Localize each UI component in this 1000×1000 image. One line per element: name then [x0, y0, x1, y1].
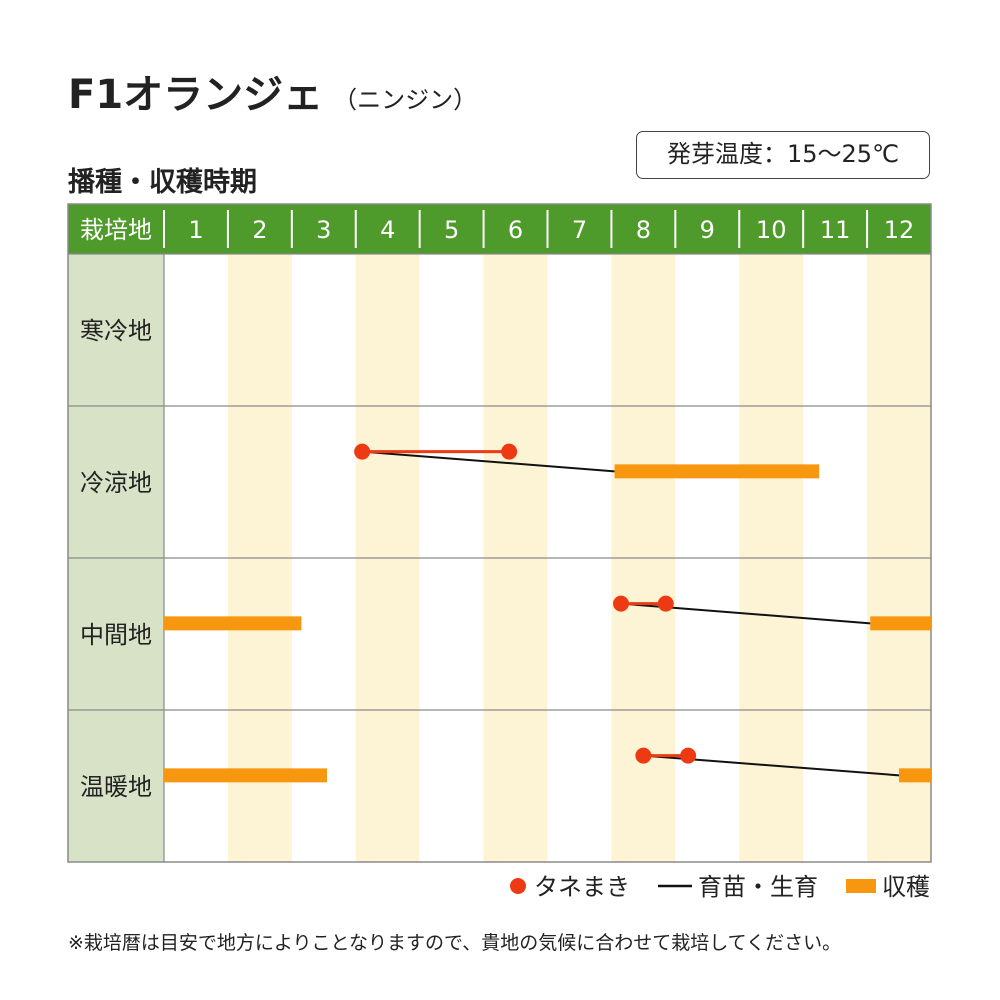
month-label: 6 — [508, 216, 523, 244]
month-label: 2 — [252, 216, 267, 244]
page-title: F1オランジェ （ニンジン） — [68, 62, 477, 120]
sowing-dot — [354, 443, 371, 460]
sowing-dot — [657, 595, 674, 612]
region-label: 寒冷地 — [80, 317, 152, 345]
sowing-dot — [635, 747, 652, 764]
region-label: 中間地 — [80, 621, 152, 649]
legend-seedling-label: 育苗・生育 — [698, 873, 818, 901]
month-label: 3 — [316, 216, 331, 244]
month-label: 12 — [884, 216, 915, 244]
sowing-dot — [613, 595, 630, 612]
month-label: 8 — [636, 216, 651, 244]
month-label: 10 — [756, 216, 787, 244]
germination-temp-badge: 発芽温度：15〜25℃ — [636, 131, 930, 179]
chart-border — [67, 203, 932, 863]
month-label: 5 — [444, 216, 459, 244]
month-label: 11 — [820, 216, 851, 244]
header-row — [68, 204, 931, 254]
footnote: ※栽培暦は目安で地方によりことなりますので、貴地の気候に合わせて栽培してください… — [68, 932, 842, 954]
month-label: 9 — [700, 216, 715, 244]
seedling-line — [362, 450, 615, 473]
harvest-bar — [870, 616, 931, 631]
month-label: 7 — [572, 216, 587, 244]
legend-harvest-bar — [846, 879, 876, 893]
legend-harvest-label: 収穫 — [882, 873, 930, 901]
sowing-dot — [680, 747, 697, 764]
month-label: 1 — [188, 216, 203, 244]
legend-sowing-dot — [510, 878, 526, 894]
region-label: 冷涼地 — [80, 469, 152, 497]
month-label: 4 — [380, 216, 395, 244]
region-label: 温暖地 — [80, 773, 152, 801]
section-title: 播種・収穫時期 — [68, 167, 257, 198]
harvest-bar — [899, 768, 931, 783]
harvest-bar — [164, 768, 327, 783]
legend-sowing-label: タネまき — [534, 873, 630, 901]
product-subtitle: （ニンジン） — [333, 86, 478, 114]
harvest-bar — [164, 616, 302, 631]
header-label: 栽培地 — [80, 216, 152, 244]
product-name: F1オランジェ — [68, 72, 324, 118]
sowing-dot — [501, 443, 518, 460]
harvest-bar — [614, 464, 820, 479]
